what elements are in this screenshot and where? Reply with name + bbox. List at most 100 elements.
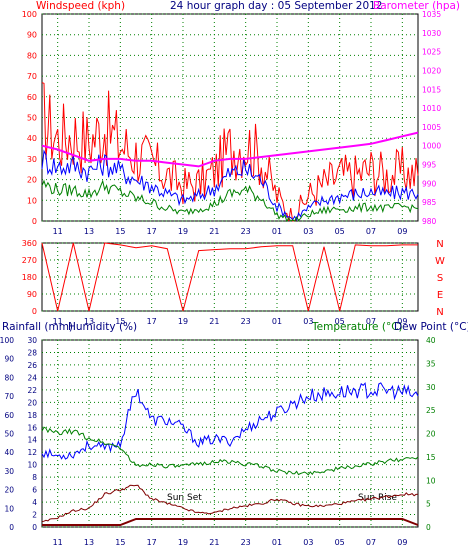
direction-tick-label: 90 — [27, 290, 37, 299]
direction-tick-label: 0 — [32, 307, 37, 316]
x-tick-label: 15 — [115, 317, 125, 326]
humidity-tick-label: 24 — [27, 373, 37, 382]
rainfall-tick-label: 50 — [4, 430, 14, 439]
humidity-tick-label: 10 — [27, 461, 37, 470]
x-tick-label: 23 — [241, 317, 251, 326]
humidity-tick-label: 28 — [27, 348, 37, 357]
bottom-series-blue — [41, 382, 419, 460]
windspeed-series-red — [41, 82, 419, 222]
bottom-series-green — [41, 426, 419, 476]
humidity-tick-label: 30 — [27, 336, 37, 345]
barometer-tick-label: 980 — [422, 217, 437, 226]
x-tick-label: 17 — [147, 538, 157, 547]
humidity-tick-label: 20 — [27, 398, 37, 407]
x-tick-label: 23 — [241, 227, 251, 236]
rainfall-tick-label: 20 — [4, 486, 14, 495]
humidity-tick-label: 4 — [32, 498, 37, 507]
x-tick-label: 15 — [115, 227, 125, 236]
barometer-tick-label: 1005 — [422, 123, 441, 132]
x-tick-label: 11 — [53, 227, 63, 236]
temperature-tick-label: 0 — [426, 523, 431, 532]
rainfall-tick-label: 0 — [9, 523, 14, 532]
temperature-tick-label: 40 — [426, 336, 436, 345]
x-tick-label: 21 — [209, 538, 219, 547]
windspeed-tick-label: 70 — [27, 72, 37, 81]
compass-label: N — [436, 239, 443, 250]
compass-label: W — [435, 256, 445, 267]
compass-label: E — [437, 290, 443, 301]
rainfall-tick-label: 100 — [0, 336, 14, 345]
x-tick-label: 17 — [147, 227, 157, 236]
humidity-tick-label: 0 — [32, 523, 37, 532]
x-tick-label: 19 — [178, 317, 188, 326]
humidity-tick-label: 12 — [27, 448, 37, 457]
x-tick-label: 05 — [335, 317, 345, 326]
x-tick-label: 21 — [209, 227, 219, 236]
direction-tick-label: 270 — [22, 256, 37, 265]
windspeed-tick-label: 10 — [27, 196, 37, 205]
direction-tick-label: 360 — [22, 239, 37, 248]
x-tick-label: 05 — [335, 538, 345, 547]
compass-label: N — [436, 307, 443, 318]
rainfall-tick-label: 60 — [4, 411, 14, 420]
windspeed-tick-label: 80 — [27, 51, 37, 60]
x-tick-label: 15 — [115, 538, 125, 547]
x-tick-label: 01 — [272, 317, 282, 326]
direction-series-line — [41, 242, 418, 312]
barometer-tick-label: 1020 — [422, 66, 441, 75]
x-tick-label: 13 — [84, 227, 94, 236]
x-tick-label: 03 — [303, 538, 313, 547]
windspeed-tick-label: 40 — [27, 134, 37, 143]
windspeed-tick-label: 100 — [22, 10, 37, 19]
humidity-label: Humidity (%) — [68, 321, 137, 333]
temperature-label: Temperature (°C) — [311, 321, 403, 333]
direction-tick-label: 180 — [22, 273, 37, 282]
x-tick-label: 19 — [178, 538, 188, 547]
temperature-tick-label: 10 — [426, 476, 436, 485]
rainfall-tick-label: 10 — [4, 504, 14, 513]
humidity-tick-label: 6 — [32, 486, 37, 495]
humidity-tick-label: 16 — [27, 423, 37, 432]
x-tick-label: 07 — [366, 538, 376, 547]
temperature-tick-label: 30 — [426, 383, 436, 392]
x-tick-label: 13 — [84, 317, 94, 326]
rainfall-tick-label: 30 — [4, 467, 14, 476]
humidity-tick-label: 22 — [27, 386, 37, 395]
rainfall-label: Rainfall (mm) — [2, 321, 73, 333]
x-tick-label: 03 — [303, 227, 313, 236]
rainfall-tick-label: 40 — [4, 448, 14, 457]
rainfall-tick-label: 90 — [4, 355, 14, 364]
temperature-tick-label: 15 — [426, 453, 436, 462]
x-tick-label: 19 — [178, 227, 188, 236]
humidity-tick-label: 2 — [32, 511, 37, 520]
humidity-tick-label: 14 — [27, 436, 37, 445]
windspeed-tick-label: 0 — [32, 217, 37, 226]
barometer-tick-label: 1010 — [422, 104, 441, 113]
x-tick-label: 13 — [84, 538, 94, 547]
x-tick-label: 11 — [53, 538, 63, 547]
barometer-tick-label: 1015 — [422, 85, 441, 94]
humidity-tick-label: 8 — [32, 473, 37, 482]
windspeed-tick-label: 50 — [27, 114, 37, 123]
x-tick-label: 17 — [147, 317, 157, 326]
x-tick-label: 03 — [303, 317, 313, 326]
x-tick-label: 09 — [397, 227, 407, 236]
x-tick-label: 23 — [241, 538, 251, 547]
windspeed-tick-label: 90 — [27, 31, 37, 40]
barometer-tick-label: 990 — [422, 179, 437, 188]
graph-title: 24 hour graph day : 05 September 2012 — [170, 0, 382, 12]
x-tick-label: 11 — [53, 317, 63, 326]
compass-label: S — [437, 273, 443, 284]
temperature-tick-label: 35 — [426, 359, 436, 368]
temperature-tick-label: 20 — [426, 430, 436, 439]
dewpoint-label: Dew Point (°C) — [394, 321, 468, 333]
x-tick-label: 07 — [366, 227, 376, 236]
windspeed-series-blue — [41, 149, 419, 222]
x-tick-label: 09 — [397, 317, 407, 326]
barometer-tick-label: 1030 — [422, 29, 441, 38]
windspeed-tick-label: 30 — [27, 155, 37, 164]
x-tick-label: 05 — [335, 227, 345, 236]
temperature-tick-label: 25 — [426, 406, 436, 415]
windspeed-tick-label: 20 — [27, 176, 37, 185]
